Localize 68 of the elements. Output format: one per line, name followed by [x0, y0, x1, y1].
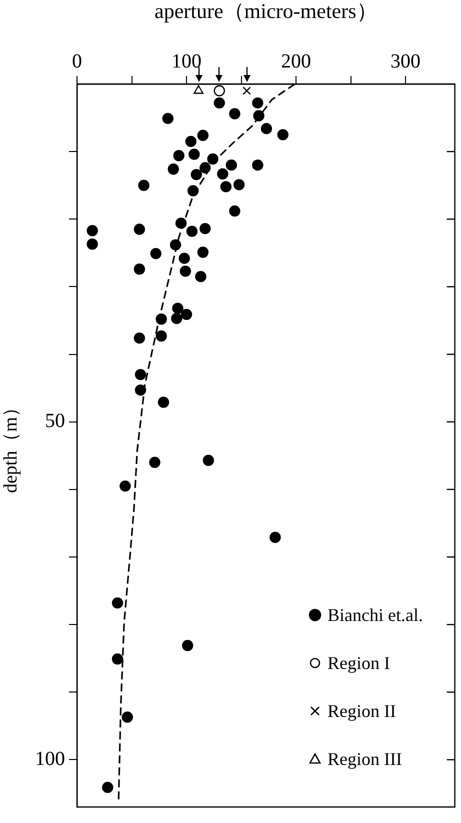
- point: [194, 85, 204, 94]
- point: [112, 653, 124, 665]
- point: [270, 532, 281, 543]
- x-tick-label: 100: [172, 50, 202, 72]
- y-axis-title: depth（m）: [0, 398, 22, 493]
- point: [134, 264, 146, 275]
- point: [200, 162, 211, 174]
- point: [182, 640, 194, 652]
- point: [226, 159, 238, 171]
- point: [134, 332, 146, 344]
- legend-label: Bianchi et.al.: [328, 604, 423, 626]
- legend-label: Region III: [328, 748, 402, 770]
- point: [162, 112, 174, 124]
- point: [156, 330, 167, 342]
- x-tick-label: 0: [72, 50, 82, 72]
- point: [86, 225, 98, 236]
- point: [186, 226, 198, 237]
- point: [277, 129, 288, 140]
- point: [171, 312, 182, 324]
- point: [188, 148, 200, 160]
- point: [178, 252, 190, 264]
- point: [102, 782, 114, 794]
- point: [229, 108, 240, 120]
- point: [86, 238, 98, 250]
- y-tick-label: 50: [45, 410, 65, 432]
- point: [112, 597, 124, 609]
- x-tick-label: 300: [390, 50, 421, 72]
- point: [185, 136, 196, 148]
- point: [122, 712, 133, 723]
- point: [173, 150, 184, 162]
- point: [260, 122, 272, 134]
- point: [253, 110, 264, 122]
- point: [175, 218, 187, 229]
- point: [200, 223, 211, 234]
- point: [202, 454, 214, 466]
- point: [252, 159, 264, 171]
- point: [134, 224, 146, 235]
- point: [187, 185, 199, 196]
- point: [172, 302, 184, 314]
- point: [195, 270, 206, 282]
- point: [138, 180, 150, 191]
- point: [190, 168, 202, 180]
- point: [134, 368, 146, 380]
- point: [170, 239, 182, 250]
- point: [214, 97, 225, 109]
- point: [158, 396, 170, 408]
- legend-label: Region II: [328, 700, 396, 722]
- point: [180, 266, 192, 277]
- legend-label: Region I: [328, 652, 390, 674]
- point: [217, 168, 228, 180]
- point: [134, 384, 146, 396]
- point: [229, 205, 240, 217]
- point: [207, 153, 218, 165]
- point: [156, 314, 167, 325]
- point: [220, 181, 232, 192]
- point: [242, 86, 251, 95]
- point: [149, 456, 160, 468]
- point: [168, 164, 179, 175]
- point: [197, 130, 209, 141]
- x-axis-title: aperture（micro-meters）: [154, 0, 378, 24]
- point: [197, 246, 209, 258]
- point: [233, 179, 245, 190]
- point: [150, 248, 162, 260]
- x-tick-label: 200: [281, 50, 312, 72]
- point: [252, 97, 264, 109]
- point: [120, 480, 131, 492]
- point: [180, 308, 192, 320]
- point: [214, 85, 225, 96]
